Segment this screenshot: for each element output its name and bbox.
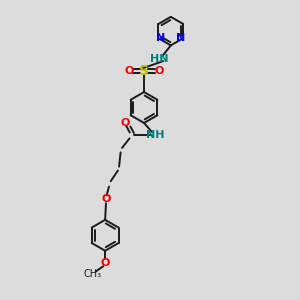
Text: NH: NH xyxy=(146,130,165,140)
Text: N: N xyxy=(176,33,186,43)
Text: O: O xyxy=(154,66,164,76)
Text: O: O xyxy=(120,118,130,128)
Text: CH₃: CH₃ xyxy=(84,269,102,279)
Text: S: S xyxy=(139,64,149,78)
Text: HN: HN xyxy=(150,54,169,64)
Text: O: O xyxy=(124,66,134,76)
Text: O: O xyxy=(102,194,111,204)
Text: N: N xyxy=(156,33,165,43)
Text: O: O xyxy=(100,258,110,268)
